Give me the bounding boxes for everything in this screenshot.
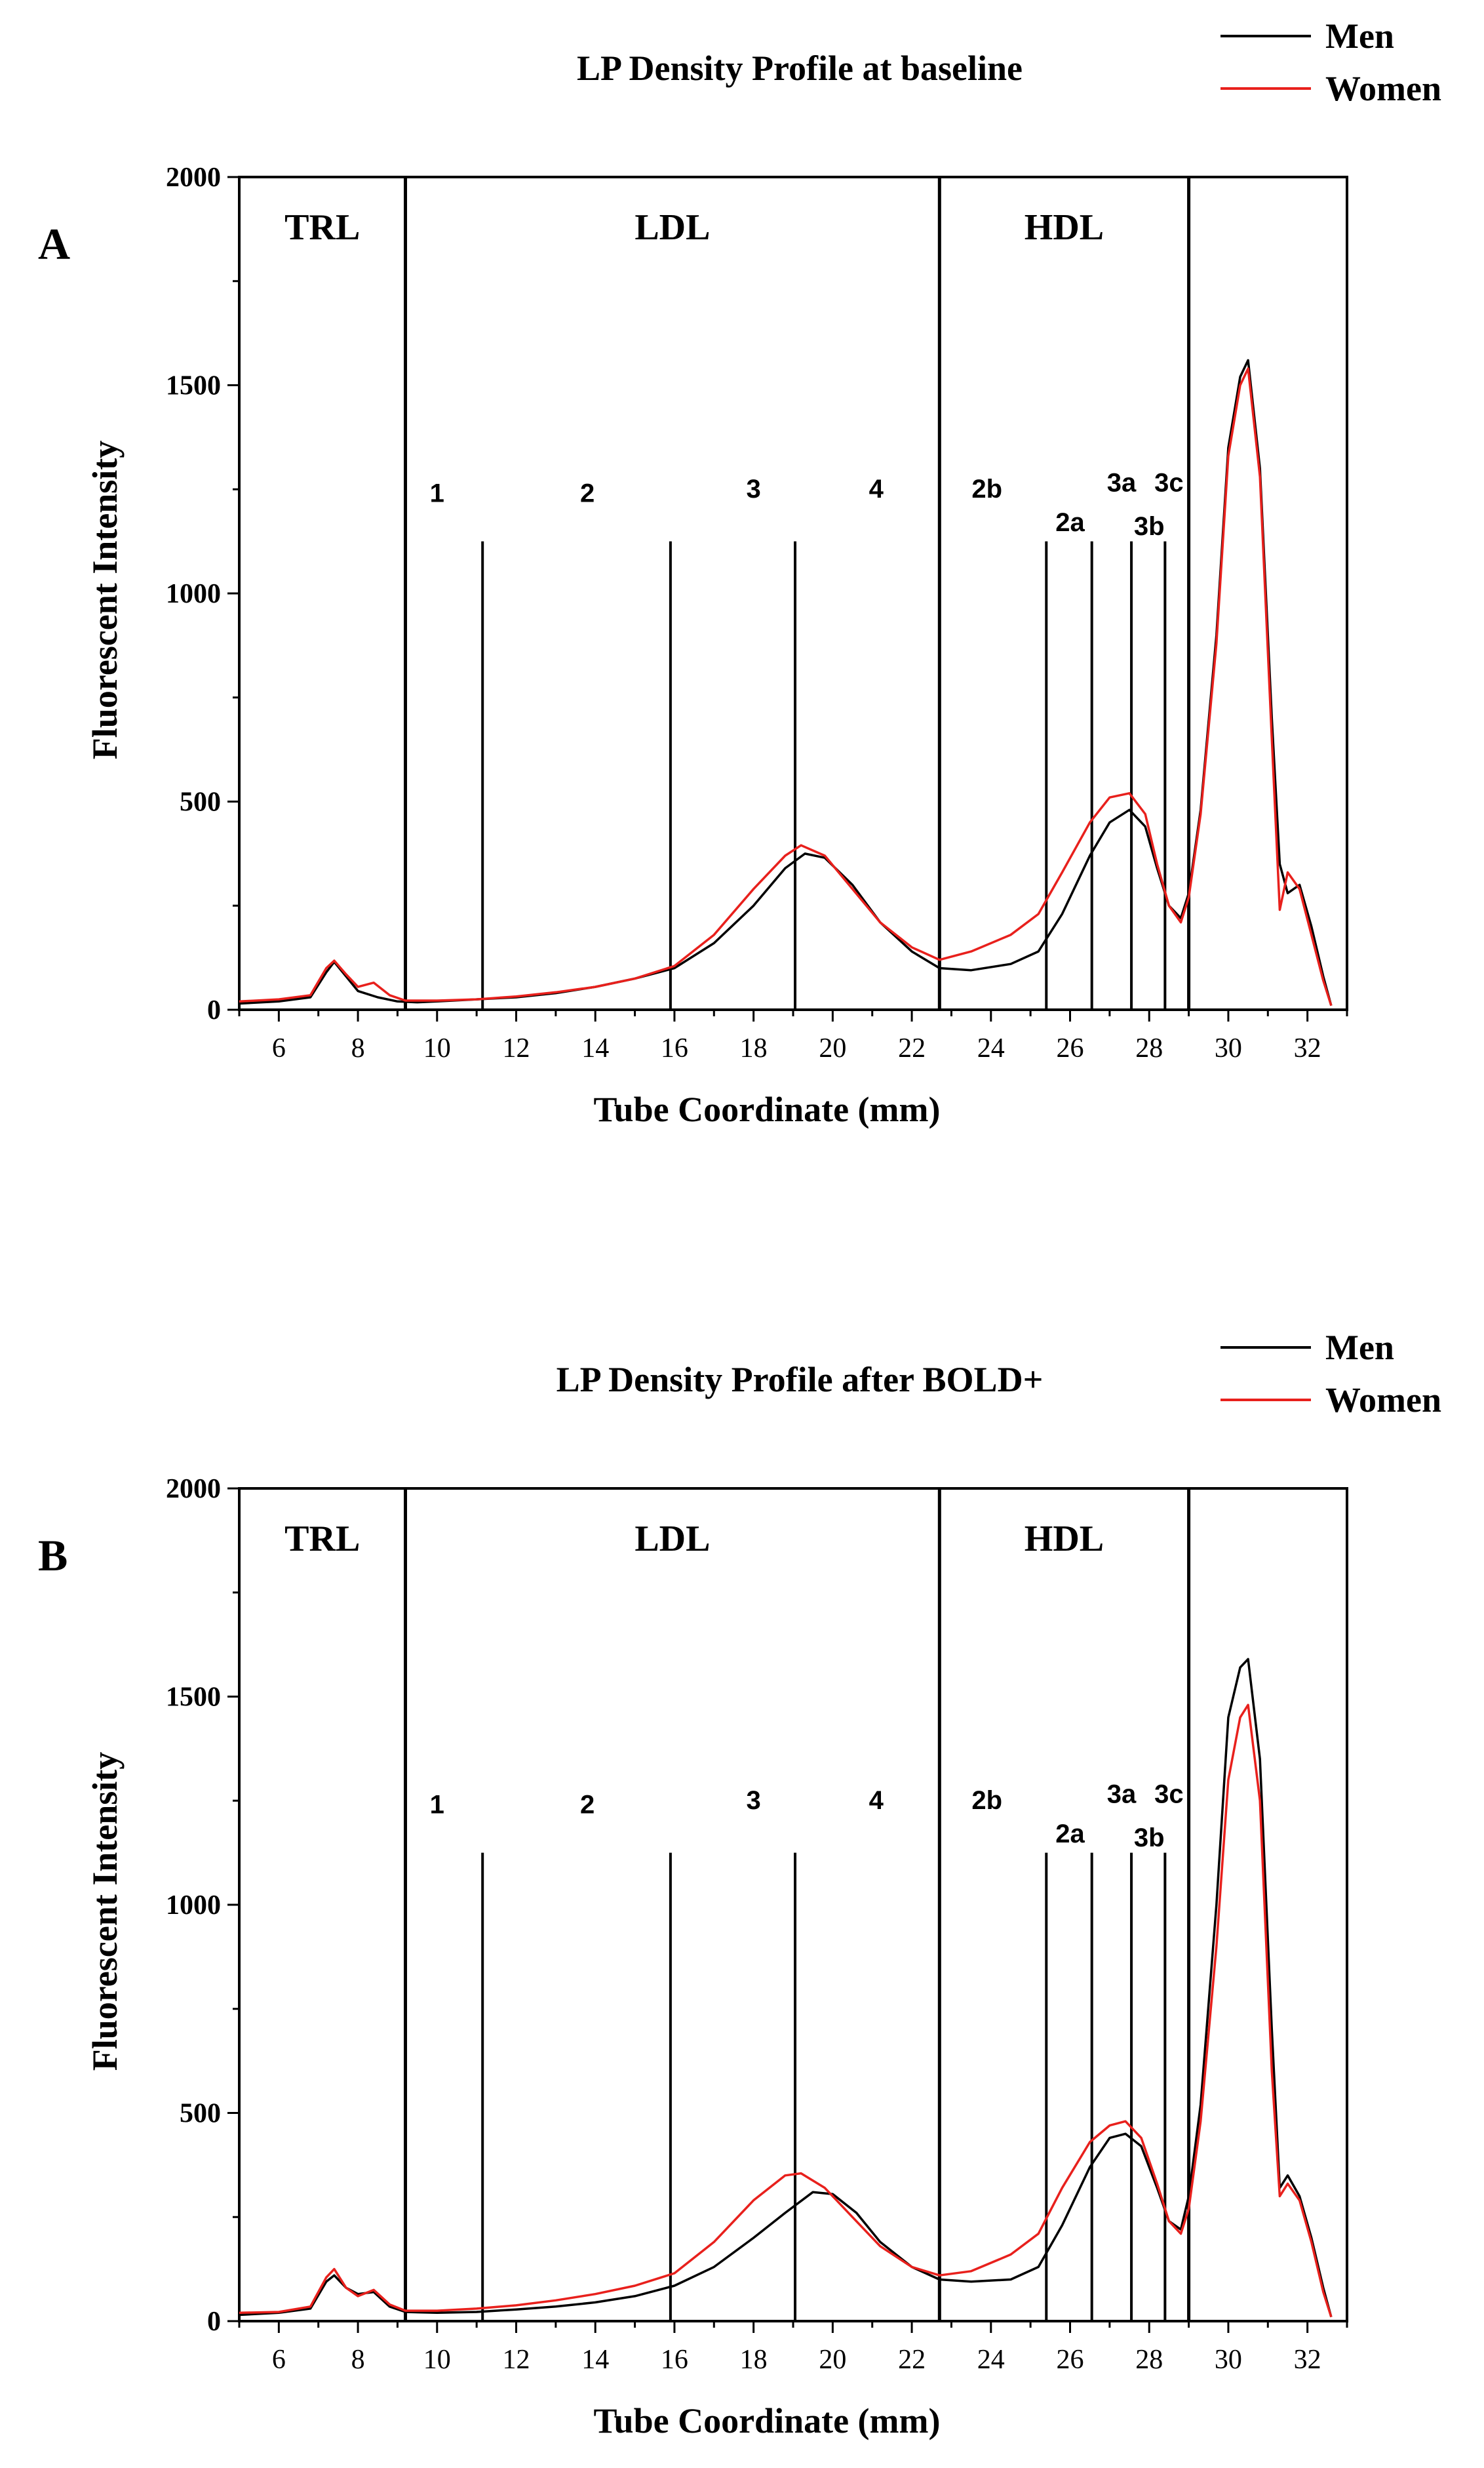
subclass-label: 3 [747, 475, 761, 504]
x-axis-title: Tube Coordinate (mm) [593, 2401, 940, 2440]
subclass-label: 1 [430, 1790, 444, 1819]
subclass-label: 2b [971, 1786, 1002, 1815]
subclass-label: 2 [580, 479, 595, 508]
legend: Men Women [1220, 16, 1441, 108]
subclass-label: 2a [1055, 508, 1085, 537]
chart-title: LP Density Profile after BOLD+ [556, 1360, 1044, 1399]
x-tick-label: 22 [898, 1033, 926, 1064]
panel-label: B [38, 1530, 68, 1580]
x-tick-label: 26 [1057, 2345, 1084, 2375]
x-tick-label: 20 [819, 2345, 846, 2375]
x-tick-label: 6 [272, 1033, 286, 1064]
subclass-label: 3b [1134, 1823, 1165, 1852]
subclass-label: 3b [1134, 512, 1165, 541]
x-tick-label: 32 [1294, 1033, 1321, 1064]
x-axis-title: Tube Coordinate (mm) [593, 1090, 940, 1129]
legend-label-men: Men [1325, 16, 1394, 56]
region-label-hdl: HDL [1025, 1519, 1104, 1559]
x-tick-label: 26 [1057, 1033, 1084, 1064]
x-tick-label: 8 [351, 2345, 365, 2375]
y-tick-label: 0 [207, 995, 221, 1025]
y-tick-label: 1500 [166, 1682, 221, 1713]
x-tick-label: 32 [1294, 2345, 1321, 2375]
x-tick-label: 30 [1215, 2345, 1242, 2375]
y-tick-label: 1500 [166, 371, 221, 401]
region-label-trl: TRL [284, 1519, 360, 1559]
y-tick-label: 500 [180, 2099, 221, 2129]
x-tick-label: 12 [503, 2345, 530, 2375]
subclass-label: 2 [580, 1790, 595, 1819]
subclass-label: 2b [971, 475, 1002, 504]
x-tick-label: 20 [819, 1033, 846, 1064]
x-tick-label: 24 [977, 1033, 1005, 1064]
x-tick-label: 10 [423, 2345, 451, 2375]
subclass-label: 1 [430, 479, 444, 508]
x-tick-label: 6 [272, 2345, 286, 2375]
x-tick-label: 14 [581, 2345, 609, 2375]
x-tick-label: 18 [740, 2345, 768, 2375]
x-tick-label: 12 [503, 1033, 530, 1064]
x-tick-label: 18 [740, 1033, 768, 1064]
series-line-men [239, 359, 1333, 1006]
x-tick-label: 16 [661, 2345, 688, 2375]
legend-label-women: Women [1325, 1380, 1441, 1420]
y-tick-label: 2000 [166, 1474, 221, 1504]
subclass-label: 3 [747, 1786, 761, 1815]
legend-label-women: Women [1325, 69, 1441, 108]
panel-label: A [38, 219, 70, 269]
y-tick-label: 500 [180, 787, 221, 818]
series-line-men [239, 1658, 1333, 2318]
x-tick-label: 8 [351, 1033, 365, 1064]
region-label-ldl: LDL [635, 1519, 710, 1559]
y-tick-label: 1000 [166, 579, 221, 609]
x-tick-label: 28 [1135, 1033, 1163, 1064]
y-tick-label: 1000 [166, 1890, 221, 1921]
x-tick-label: 28 [1135, 2345, 1163, 2375]
x-tick-label: 14 [581, 1033, 609, 1064]
region-label-hdl: HDL [1025, 207, 1104, 248]
chart-panel-b: LP Density Profile after BOLD+ B Men Women 6… [38, 1328, 1441, 2440]
subclass-label: 4 [869, 1786, 884, 1815]
y-axis-title: Fluorescent Intensity [85, 441, 125, 759]
subclass-label: 2a [1055, 1820, 1085, 1848]
x-tick-label: 30 [1215, 1033, 1242, 1064]
y-tick-label: 0 [207, 2307, 221, 2337]
subclass-label: 3a [1107, 468, 1137, 497]
region-label-ldl: LDL [635, 207, 710, 248]
y-axis-title: Fluorescent Intensity [85, 1752, 125, 2071]
y-tick-label: 2000 [166, 163, 221, 193]
chart-panel-a: LP Density Profile at baseline A Men Women 6… [38, 16, 1441, 1129]
subclass-label: 3a [1107, 1780, 1137, 1808]
legend-label-men: Men [1325, 1328, 1394, 1367]
subclass-label: 3c [1154, 468, 1184, 497]
x-tick-label: 22 [898, 2345, 926, 2375]
subclass-label: 3c [1154, 1780, 1184, 1808]
legend: Men Women [1220, 1328, 1441, 1420]
x-tick-label: 24 [977, 2345, 1005, 2375]
x-tick-label: 16 [661, 1033, 688, 1064]
series-line-women [239, 367, 1333, 1006]
series-line-women [239, 1703, 1333, 2318]
x-tick-label: 10 [423, 1033, 451, 1064]
chart-title: LP Density Profile at baseline [577, 49, 1023, 88]
region-label-trl: TRL [284, 207, 360, 248]
subclass-label: 4 [869, 475, 884, 504]
